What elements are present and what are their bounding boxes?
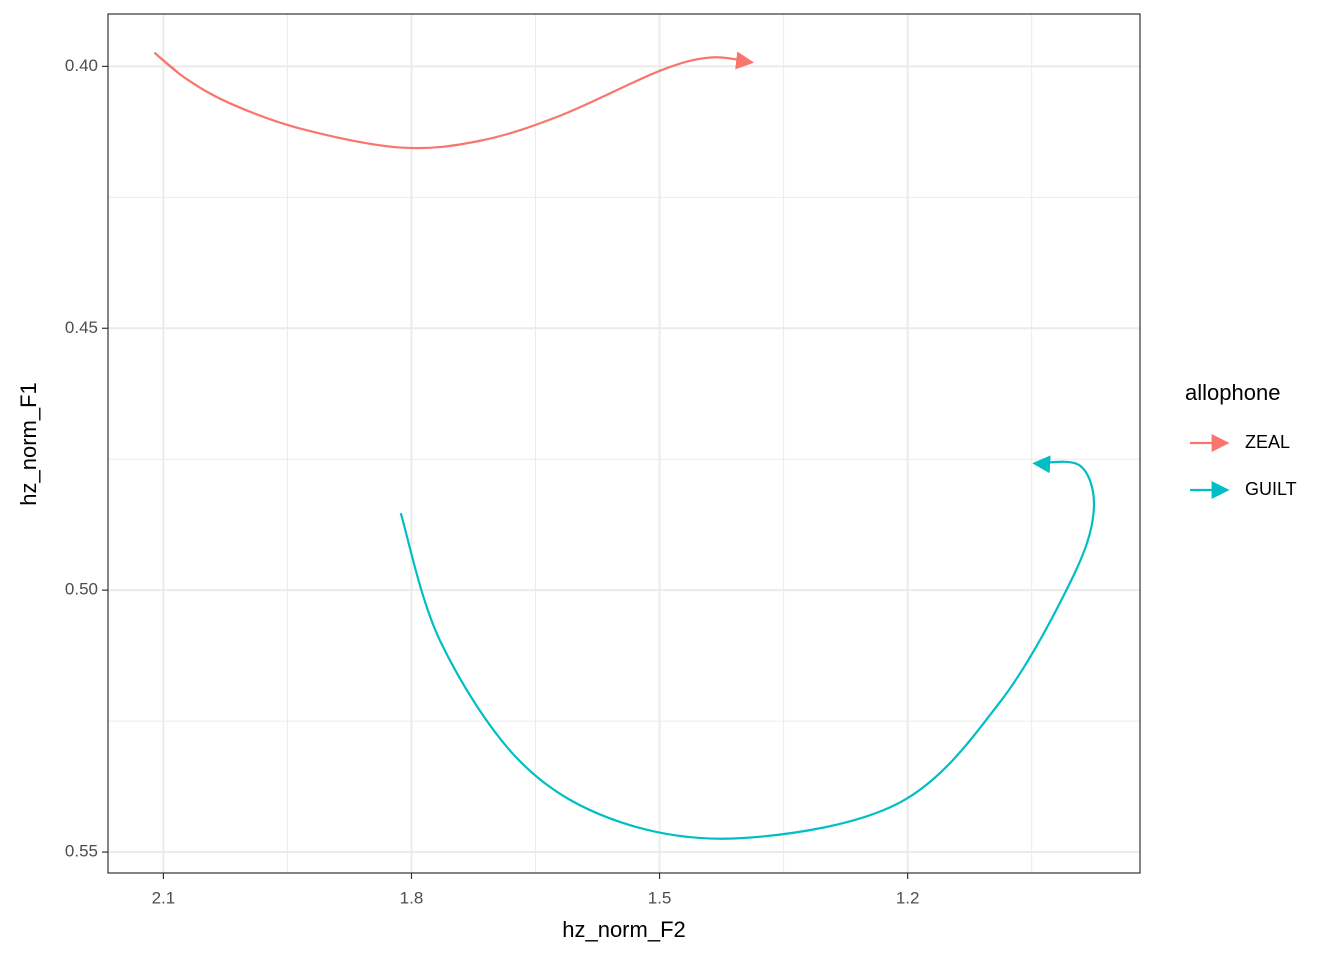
y-tick-label: 0.55 xyxy=(65,842,98,861)
x-axis-title: hz_norm_F2 xyxy=(562,917,686,942)
panel-border xyxy=(107,13,1141,874)
x-tick-label: 1.5 xyxy=(648,888,672,907)
x-tick-label: 1.2 xyxy=(896,888,920,907)
legend-label: ZEAL xyxy=(1245,432,1290,452)
y-tick-label: 0.45 xyxy=(65,318,98,337)
x-tick-label: 1.8 xyxy=(400,888,424,907)
legend-label: GUILT xyxy=(1245,479,1297,499)
x-tick-label: 2.1 xyxy=(152,888,176,907)
series-line xyxy=(399,455,1096,840)
y-axis-title: hz_norm_F1 xyxy=(16,382,41,506)
y-tick-label: 0.40 xyxy=(65,56,98,75)
y-tick-label: 0.50 xyxy=(65,580,98,599)
series-line xyxy=(154,51,755,150)
legend-title: allophone xyxy=(1185,380,1280,405)
